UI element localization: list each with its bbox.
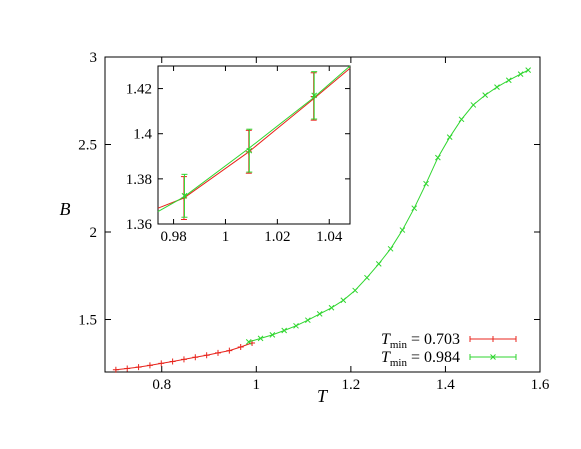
series-0-point-2 — [135, 364, 142, 371]
legend-marker-0 — [490, 336, 496, 342]
series-1-point-14 — [411, 205, 418, 212]
series-1-point-8 — [340, 297, 347, 304]
series-0-point-5 — [169, 358, 176, 365]
y-tick-label-0: 1.5 — [78, 313, 97, 329]
series-1-point-24 — [525, 67, 532, 73]
series-1-point-5 — [304, 317, 311, 324]
y-tick-label-2: 2.5 — [78, 138, 97, 154]
inset-x-tick-label-2: 1.02 — [264, 229, 290, 245]
inset-y-tick-label-3: 1.42 — [126, 82, 152, 98]
series-0-point-9 — [215, 349, 222, 356]
legend: Tmin = 0.703 Tmin = 0.984 — [381, 331, 517, 369]
series-1-point-13 — [399, 227, 406, 233]
legend-label-0-sub: min — [390, 339, 408, 351]
series-0-point-4 — [158, 360, 165, 367]
legend-label-0-main: T — [381, 331, 391, 348]
legend-sample-1 — [469, 354, 517, 360]
legend-sample-0 — [469, 336, 517, 342]
series-0 — [112, 339, 256, 373]
x-tick-label-3: 1.4 — [436, 377, 455, 393]
main-series-layer — [112, 67, 532, 373]
series-1-point-1 — [257, 335, 264, 342]
x-tick-label-0: 0.8 — [152, 377, 171, 393]
series-1-point-9 — [352, 287, 358, 294]
legend-label-1-sub: min — [390, 357, 408, 369]
series-1-point-7 — [328, 304, 335, 311]
series-1-point-0 — [245, 339, 252, 345]
inset-x-tick-label-0: 0.98 — [160, 229, 186, 245]
series-1-point-21 — [494, 84, 500, 90]
series-1-point-10 — [364, 274, 370, 281]
series-1-point-18 — [458, 116, 465, 123]
series-1-point-6 — [316, 311, 323, 317]
series-1-point-17 — [446, 134, 453, 141]
y-tick-label-1: 2 — [90, 225, 98, 241]
legend-entry-1: Tmin = 0.984 — [381, 349, 517, 369]
series-0-point-11 — [237, 343, 244, 350]
x-axis-label: T — [317, 386, 329, 406]
y-tick-label-3: 3 — [90, 50, 98, 66]
legend-label-1-main: T — [381, 349, 391, 366]
x-tick-label-4: 1.6 — [531, 377, 550, 393]
inset-series-1 — [157, 65, 351, 218]
legend-label-1-value: = 0.984 — [411, 349, 460, 366]
legend-marker-1 — [490, 354, 496, 360]
inset-x-tick-label-1: 1 — [222, 229, 230, 245]
series-1-point-19 — [470, 102, 477, 108]
series-0-point-0 — [112, 366, 119, 373]
series-0-point-8 — [203, 352, 210, 359]
legend-label-0-value: = 0.703 — [411, 331, 460, 348]
series-1-point-16 — [435, 154, 441, 161]
series-1-point-2 — [269, 332, 276, 338]
inset-series-1-line — [157, 65, 351, 213]
series-0-point-3 — [146, 362, 153, 369]
svg-text:Tmin= 0.984: Tmin = 0.984 — [381, 349, 460, 369]
inset-y-tick-label-1: 1.38 — [126, 172, 152, 188]
series-1-point-3 — [281, 327, 288, 334]
inset-series-1-point-2 — [311, 92, 318, 99]
series-0-point-10 — [226, 347, 233, 354]
inset-series-1-point-1 — [246, 147, 253, 154]
inset-y-tick-label-2: 1.4 — [133, 127, 152, 143]
inset-plot-frame — [157, 65, 351, 225]
series-0-point-7 — [192, 354, 199, 361]
series-1-point-12 — [387, 245, 394, 252]
main-plot-frame — [104, 56, 541, 373]
series-1-point-4 — [293, 322, 299, 329]
series-1-point-11 — [375, 260, 382, 267]
svg-text:Tmin= 0.703: Tmin = 0.703 — [381, 331, 460, 351]
x-tick-label-2: 1.2 — [341, 377, 360, 393]
inset-series-layer — [157, 65, 351, 220]
y-axis-label: B — [60, 199, 71, 219]
series-1-point-22 — [505, 77, 512, 84]
x-tick-label-1: 1 — [253, 377, 261, 393]
series-1-point-15 — [423, 180, 429, 187]
inset-y-tick-label-0: 1.36 — [126, 217, 153, 233]
inset-series-1-point-0 — [181, 192, 188, 199]
inset-x-tick-label-3: 1.04 — [316, 229, 343, 245]
series-1-point-23 — [517, 71, 524, 78]
main-axis-ticks: 0.8 1 1.2 1.4 1.6 1.5 2 2.5 3 — [78, 50, 550, 393]
series-1 — [245, 67, 532, 345]
series-0-point-6 — [180, 356, 187, 363]
legend-entry-0: Tmin = 0.703 — [381, 331, 517, 351]
series-0-point-1 — [124, 365, 131, 372]
inset-axis-ticks: 0.98 1 1.02 1.04 1.36 1.38 1.4 1.42 — [126, 66, 350, 245]
series-0-line — [115, 342, 253, 371]
series-1-point-20 — [482, 92, 489, 99]
